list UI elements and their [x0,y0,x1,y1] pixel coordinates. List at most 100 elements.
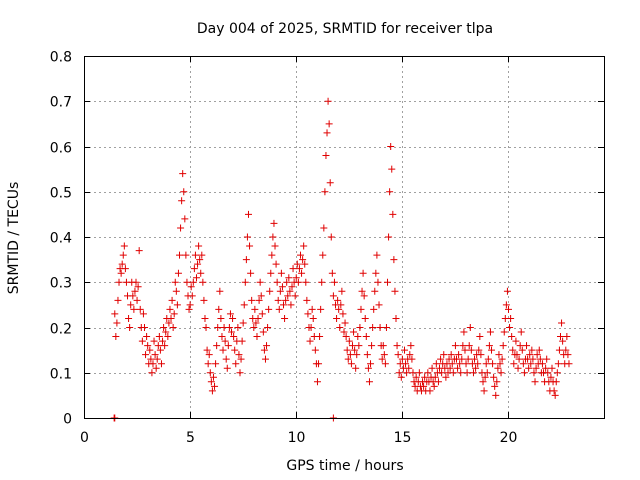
data-point [277,269,285,277]
data-point [138,337,146,345]
data-point [519,360,527,368]
data-point [293,260,301,268]
data-point [381,360,389,368]
data-point [543,355,551,363]
data-point [461,346,469,354]
data-point [442,373,450,381]
data-point [173,301,181,309]
data-point [211,382,219,390]
data-point [456,360,464,368]
data-point [181,215,189,223]
data-point [389,210,397,218]
data-point [535,346,543,354]
data-point [361,314,369,322]
data-point [358,287,366,295]
data-point [289,265,297,273]
data-point [405,364,413,372]
data-point [299,256,307,264]
data-point [179,170,187,178]
data-points [110,97,573,422]
data-point [512,337,520,345]
y-tick-label: 0.7 [50,95,72,111]
data-point [151,351,159,359]
data-point [387,143,395,150]
data-point [378,355,386,363]
data-point [483,369,491,377]
data-point [492,391,500,399]
x-tick-label: 5 [186,430,195,446]
data-point [283,278,291,286]
data-point [469,369,477,377]
data-point [156,346,164,354]
data-point [388,165,396,173]
data-point [373,251,381,259]
data-point [139,310,147,318]
x-tick-label: 10 [288,430,306,446]
data-point [286,287,294,295]
data-point [424,369,432,377]
data-point [336,324,344,331]
data-point [228,328,236,336]
data-point [430,382,438,390]
data-point [119,251,127,259]
data-point [526,351,534,359]
data-point [168,296,176,304]
y-tick-label: 0 [63,412,72,428]
data-point [459,342,467,350]
data-point [475,346,483,354]
data-point [536,355,544,363]
data-point [263,342,271,350]
data-point [431,373,439,381]
data-point [126,324,134,331]
data-point [121,265,129,273]
data-point [551,391,559,399]
data-point [196,256,204,264]
data-point [223,364,231,372]
data-point [432,360,440,368]
data-point [369,324,377,331]
data-point [209,373,217,381]
data-point [434,378,442,386]
data-point [325,120,333,128]
data-point [292,274,300,282]
data-point [133,296,141,304]
data-point [407,342,415,350]
data-point [320,224,328,232]
data-point [554,360,562,368]
data-point [457,369,465,377]
data-point [464,355,472,363]
data-point [135,247,143,255]
data-point [153,355,161,363]
data-point [201,314,209,322]
data-point [200,296,208,304]
data-point [256,278,264,286]
data-point [337,301,345,309]
data-point [509,346,517,354]
data-point [550,387,558,395]
data-point [180,188,188,196]
data-point [474,360,482,368]
data-point [142,351,150,359]
data-point [552,378,560,386]
data-point [553,369,561,377]
data-point [486,328,494,336]
data-point [270,219,278,227]
data-point [324,97,332,105]
data-point [340,328,348,336]
data-point [341,319,349,327]
data-point [241,278,249,286]
data-point [260,346,268,354]
data-point [426,387,434,395]
data-point [146,346,154,354]
data-point [351,346,359,354]
data-point [143,333,151,341]
data-point [182,251,190,259]
data-point [316,333,324,341]
data-point [503,287,511,295]
data-point [304,310,312,318]
data-point [235,351,243,359]
data-point [265,305,273,313]
data-point [234,324,242,331]
data-point [380,351,388,359]
y-axis-label: SRMTID / TECUs [6,182,22,295]
